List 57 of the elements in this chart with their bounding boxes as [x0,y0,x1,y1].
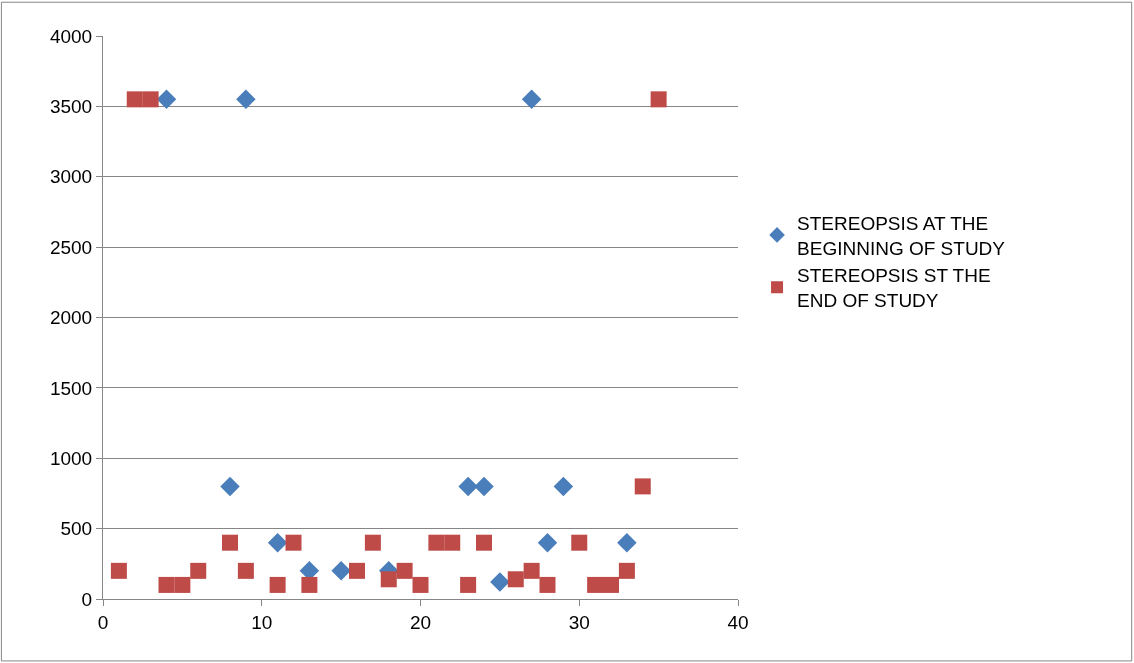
x-tick-label: 30 [568,611,590,633]
point [267,532,288,553]
y-tick-label: 3500 [49,96,93,118]
point [236,89,256,110]
point [331,561,351,581]
point [634,478,651,495]
y-tick-label: 2500 [49,236,93,258]
point [301,576,318,593]
point [269,576,286,593]
point [587,576,604,593]
point [237,562,254,579]
point [537,532,558,553]
point [490,572,510,592]
point [380,571,397,588]
point [174,576,191,593]
x-tick-label: 20 [409,611,432,633]
y-tick-label: 1000 [49,447,93,469]
point [444,534,461,551]
point [523,562,540,579]
y-tick-label: 2000 [49,307,93,329]
point [618,562,635,579]
point [571,534,588,551]
point [428,534,445,551]
point [521,89,542,110]
point [474,476,494,497]
point [285,534,302,551]
legend-label: STEREOPSIS AT THE BEGINNING OF STUDY [797,212,1006,259]
point [158,576,175,593]
y-tick-label: 3000 [49,166,93,188]
point [156,89,177,110]
point [650,91,667,108]
point [412,576,429,593]
point [460,576,477,593]
legend-label: STEREOPSIS ST THE END OF STUDY [797,265,991,312]
point [396,562,413,579]
point [553,476,574,497]
x-tick-label: 10 [251,611,273,633]
y-tick-label: 4000 [49,25,93,47]
point [603,576,619,593]
point [220,476,240,497]
point [507,571,524,588]
point [142,91,159,108]
point [476,534,492,551]
point [364,534,381,551]
x-tick-label: 40 [727,611,749,633]
point [222,534,238,551]
point [617,532,637,553]
y-tick-label: 1500 [49,377,93,399]
point [458,476,478,497]
point [349,562,365,579]
point [190,562,207,579]
point [126,91,143,108]
y-tick-label: 0 [81,588,93,610]
x-tick-label: 0 [97,611,109,633]
point [539,576,556,593]
point [110,562,127,579]
y-tick-label: 500 [60,518,93,540]
